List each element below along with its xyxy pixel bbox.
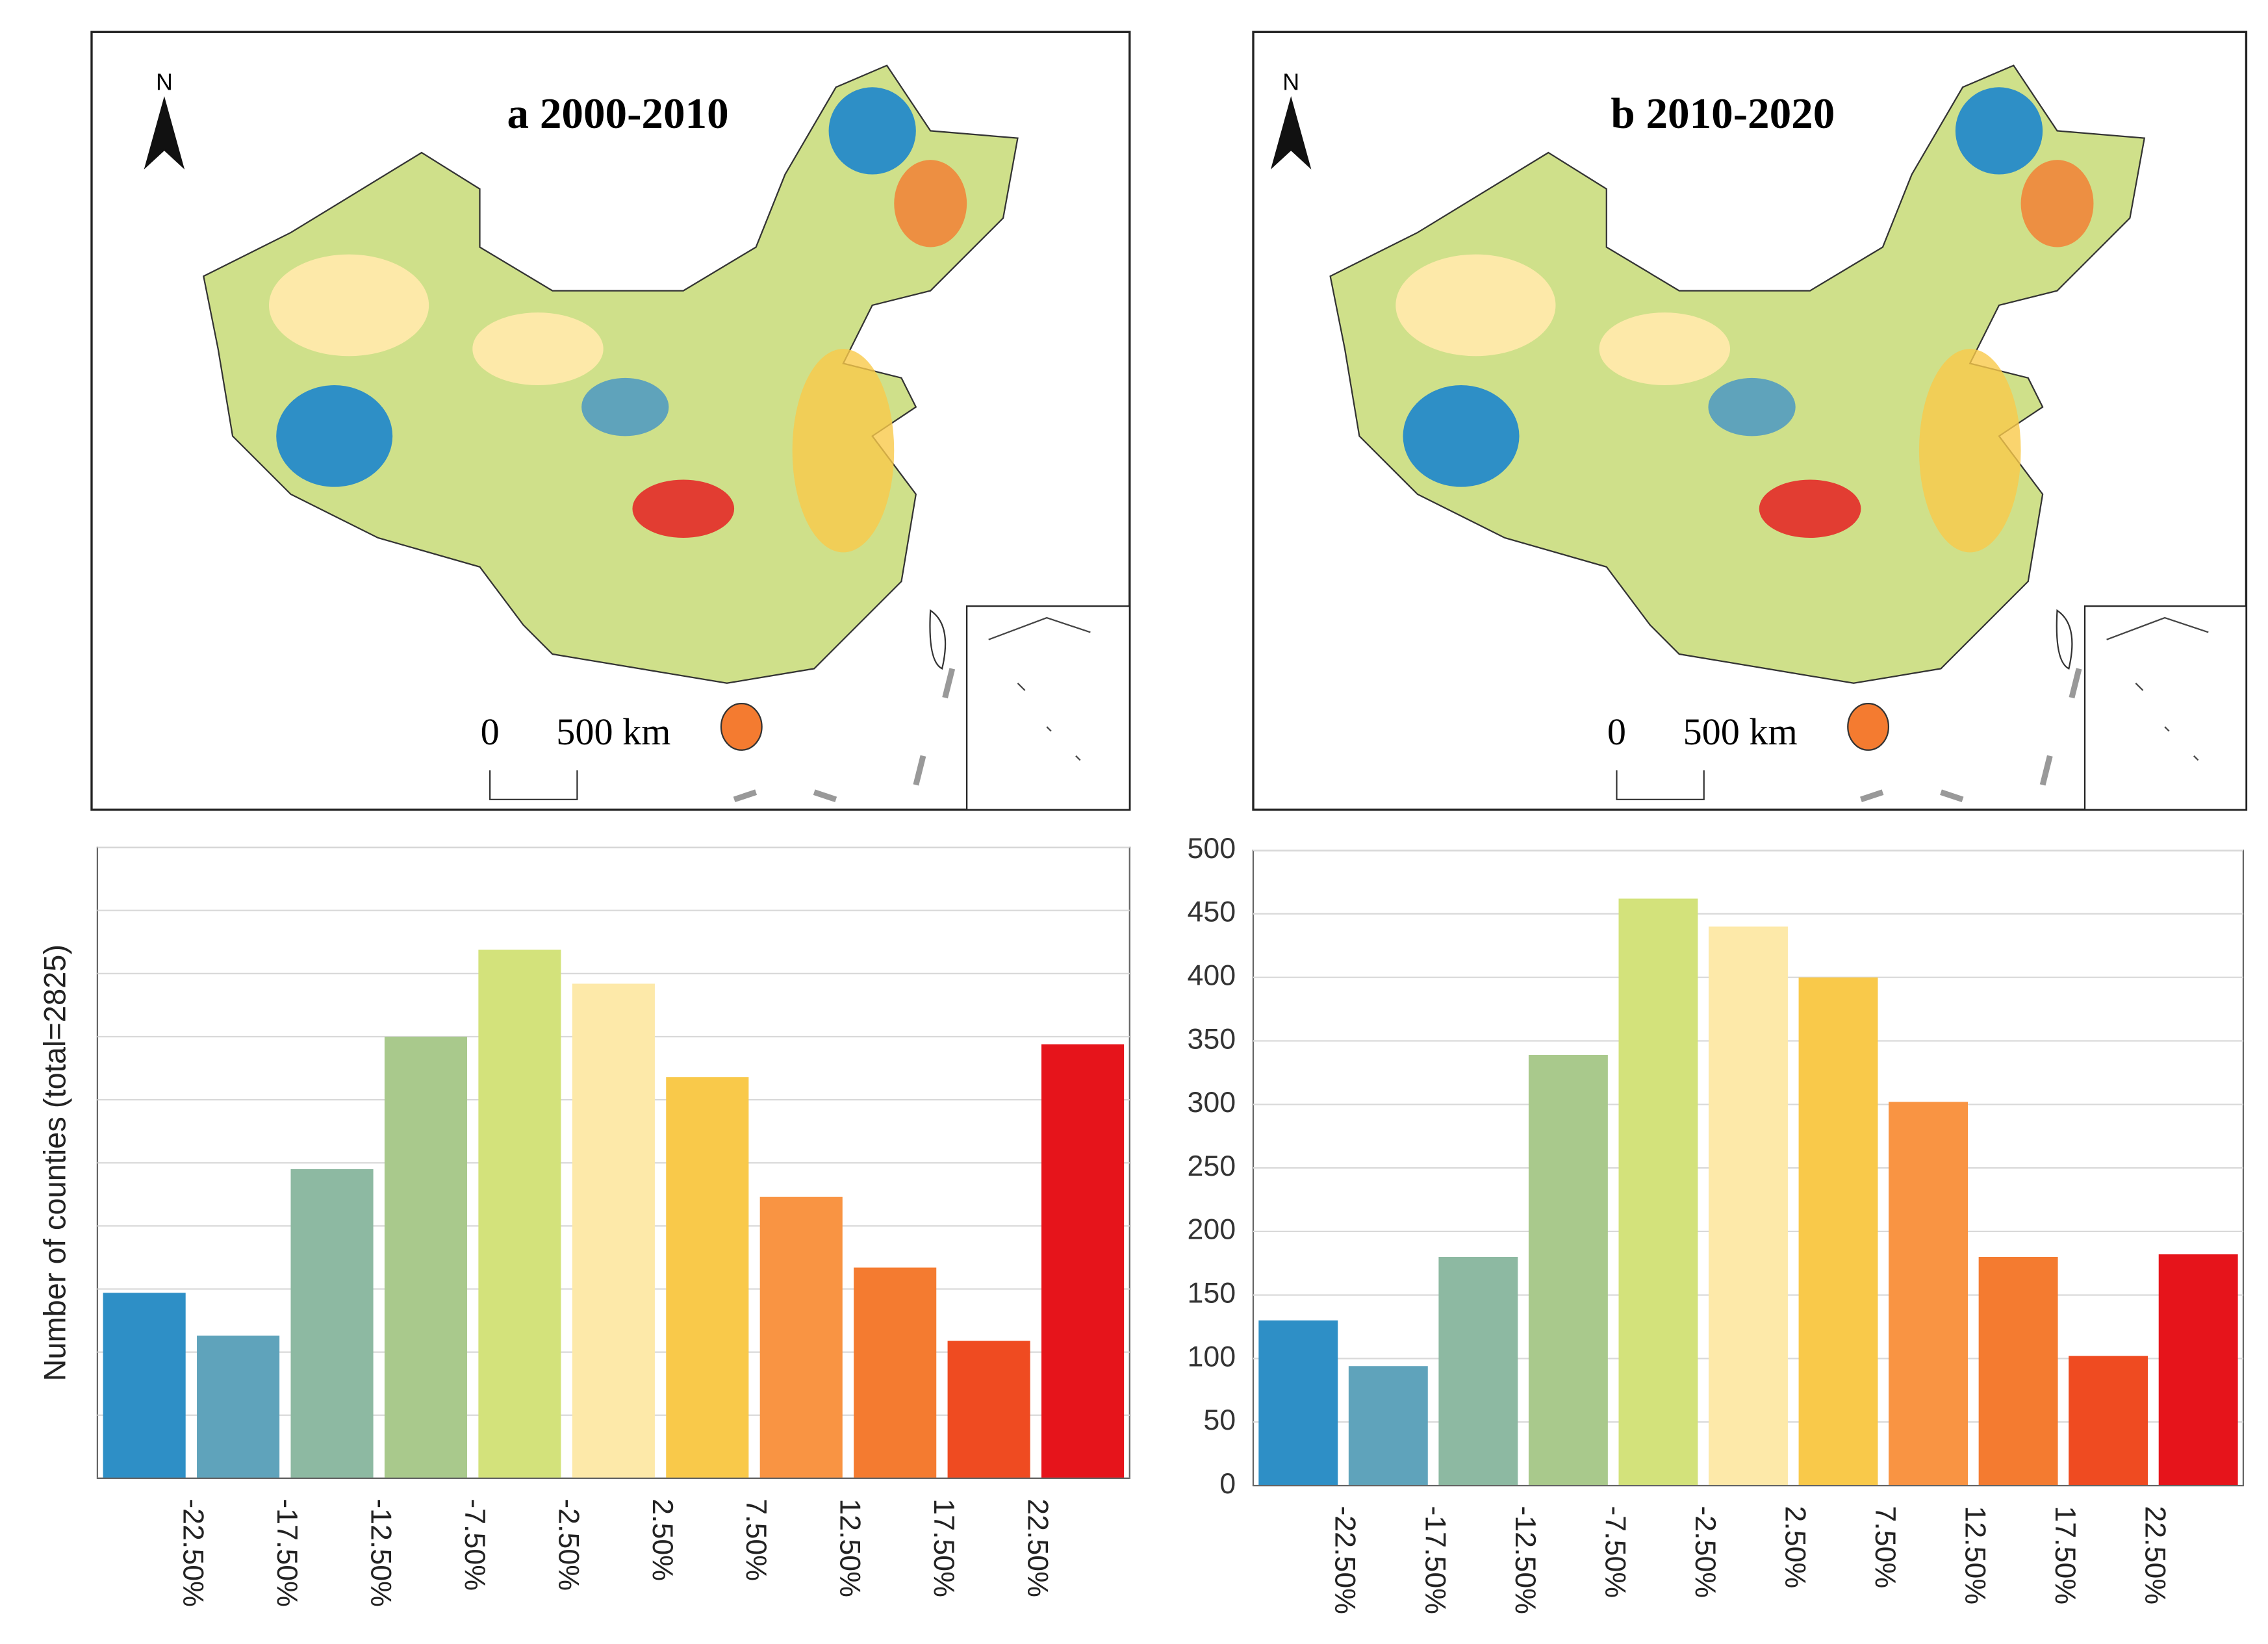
y-tick-label: 450: [1187, 896, 1236, 928]
bar: [854, 1267, 937, 1478]
map-frame: [1252, 31, 2248, 811]
y-axis-label: Number of counties (total=2825): [38, 944, 72, 1382]
y-tick-label: 50: [1203, 1404, 1236, 1436]
scale-label: 500 km: [1683, 711, 1798, 753]
map-shape: [203, 66, 1017, 800]
y-tick-label: 400: [1187, 959, 1236, 992]
bar: [759, 1196, 843, 1478]
bar: [1618, 898, 1698, 1486]
bar: [384, 1037, 468, 1478]
bar: [197, 1335, 280, 1478]
bar: [1041, 1044, 1125, 1478]
north-arrow: [144, 95, 185, 170]
bar: [290, 1169, 374, 1478]
x-tick-label: -2.50%: [1689, 1506, 1722, 1598]
bar: [1709, 926, 1788, 1486]
bar: [1798, 977, 1878, 1486]
y-tick-label: 0: [1219, 1467, 1236, 1500]
bar: [2158, 1254, 2238, 1486]
scale-bar: [1616, 770, 1705, 800]
x-tick-label: 22.50%: [1022, 1499, 1054, 1597]
x-tick-label: 22.50%: [2139, 1506, 2172, 1604]
x-tick-label: 17.50%: [928, 1499, 960, 1597]
bar: [1978, 1257, 2058, 1486]
x-tick-label: -17.50%: [271, 1499, 303, 1607]
x-tick-label: 12.50%: [1959, 1506, 1992, 1604]
x-tick-label: -7.50%: [459, 1499, 491, 1591]
scale-bar: [489, 770, 578, 800]
x-tick-label: -7.50%: [1599, 1506, 1631, 1598]
map-title: b 2010-2020: [1611, 89, 1835, 138]
north-arrow: [1270, 95, 1312, 170]
bar: [666, 1077, 749, 1478]
inset-frame: [966, 605, 1130, 811]
x-tick-label: 7.50%: [1869, 1506, 1902, 1588]
x-tick-label: 2.50%: [1779, 1506, 1811, 1588]
scale-start: 0: [481, 711, 500, 753]
bar: [103, 1293, 186, 1478]
map-shape: [1331, 66, 2145, 800]
y-tick-label: 200: [1187, 1213, 1236, 1246]
bar: [572, 983, 655, 1478]
x-tick-label: -17.50%: [1419, 1506, 1451, 1614]
map-frame: [90, 31, 1131, 811]
inset-shape: [988, 616, 1091, 761]
map-title: a 2000-2010: [507, 89, 728, 138]
y-tick-label: 150: [1187, 1277, 1236, 1309]
y-tick-label: 300: [1187, 1086, 1236, 1119]
x-tick-label: 17.50%: [2049, 1506, 2082, 1604]
inset-frame: [2083, 605, 2247, 811]
bar: [1438, 1257, 1518, 1486]
y-tick-label: 250: [1187, 1150, 1236, 1182]
x-tick-label: -22.50%: [177, 1499, 210, 1607]
bar: [1889, 1102, 1969, 1486]
bar: [1258, 1320, 1338, 1486]
x-tick-label: 12.50%: [834, 1499, 867, 1597]
x-tick-label: -2.50%: [552, 1499, 585, 1591]
bar: [1348, 1366, 1428, 1486]
x-tick-label: 7.50%: [740, 1499, 772, 1581]
bar: [478, 949, 561, 1478]
inset-shape: [2106, 616, 2209, 761]
scale-label: 500 km: [556, 711, 670, 753]
bar: [1528, 1055, 1608, 1486]
bar: [2069, 1356, 2148, 1486]
y-tick-label: 100: [1187, 1340, 1236, 1372]
x-tick-label: 2.50%: [646, 1499, 679, 1581]
x-tick-label: -22.50%: [1329, 1506, 1362, 1614]
x-tick-label: -12.50%: [364, 1499, 397, 1607]
north-label: N: [156, 70, 173, 95]
y-tick-label: 350: [1187, 1022, 1236, 1055]
scale-start: 0: [1607, 711, 1626, 753]
bar: [947, 1341, 1030, 1478]
north-label: N: [1282, 70, 1299, 95]
x-tick-label: -12.50%: [1509, 1506, 1542, 1614]
y-tick-label: 500: [1187, 832, 1236, 865]
